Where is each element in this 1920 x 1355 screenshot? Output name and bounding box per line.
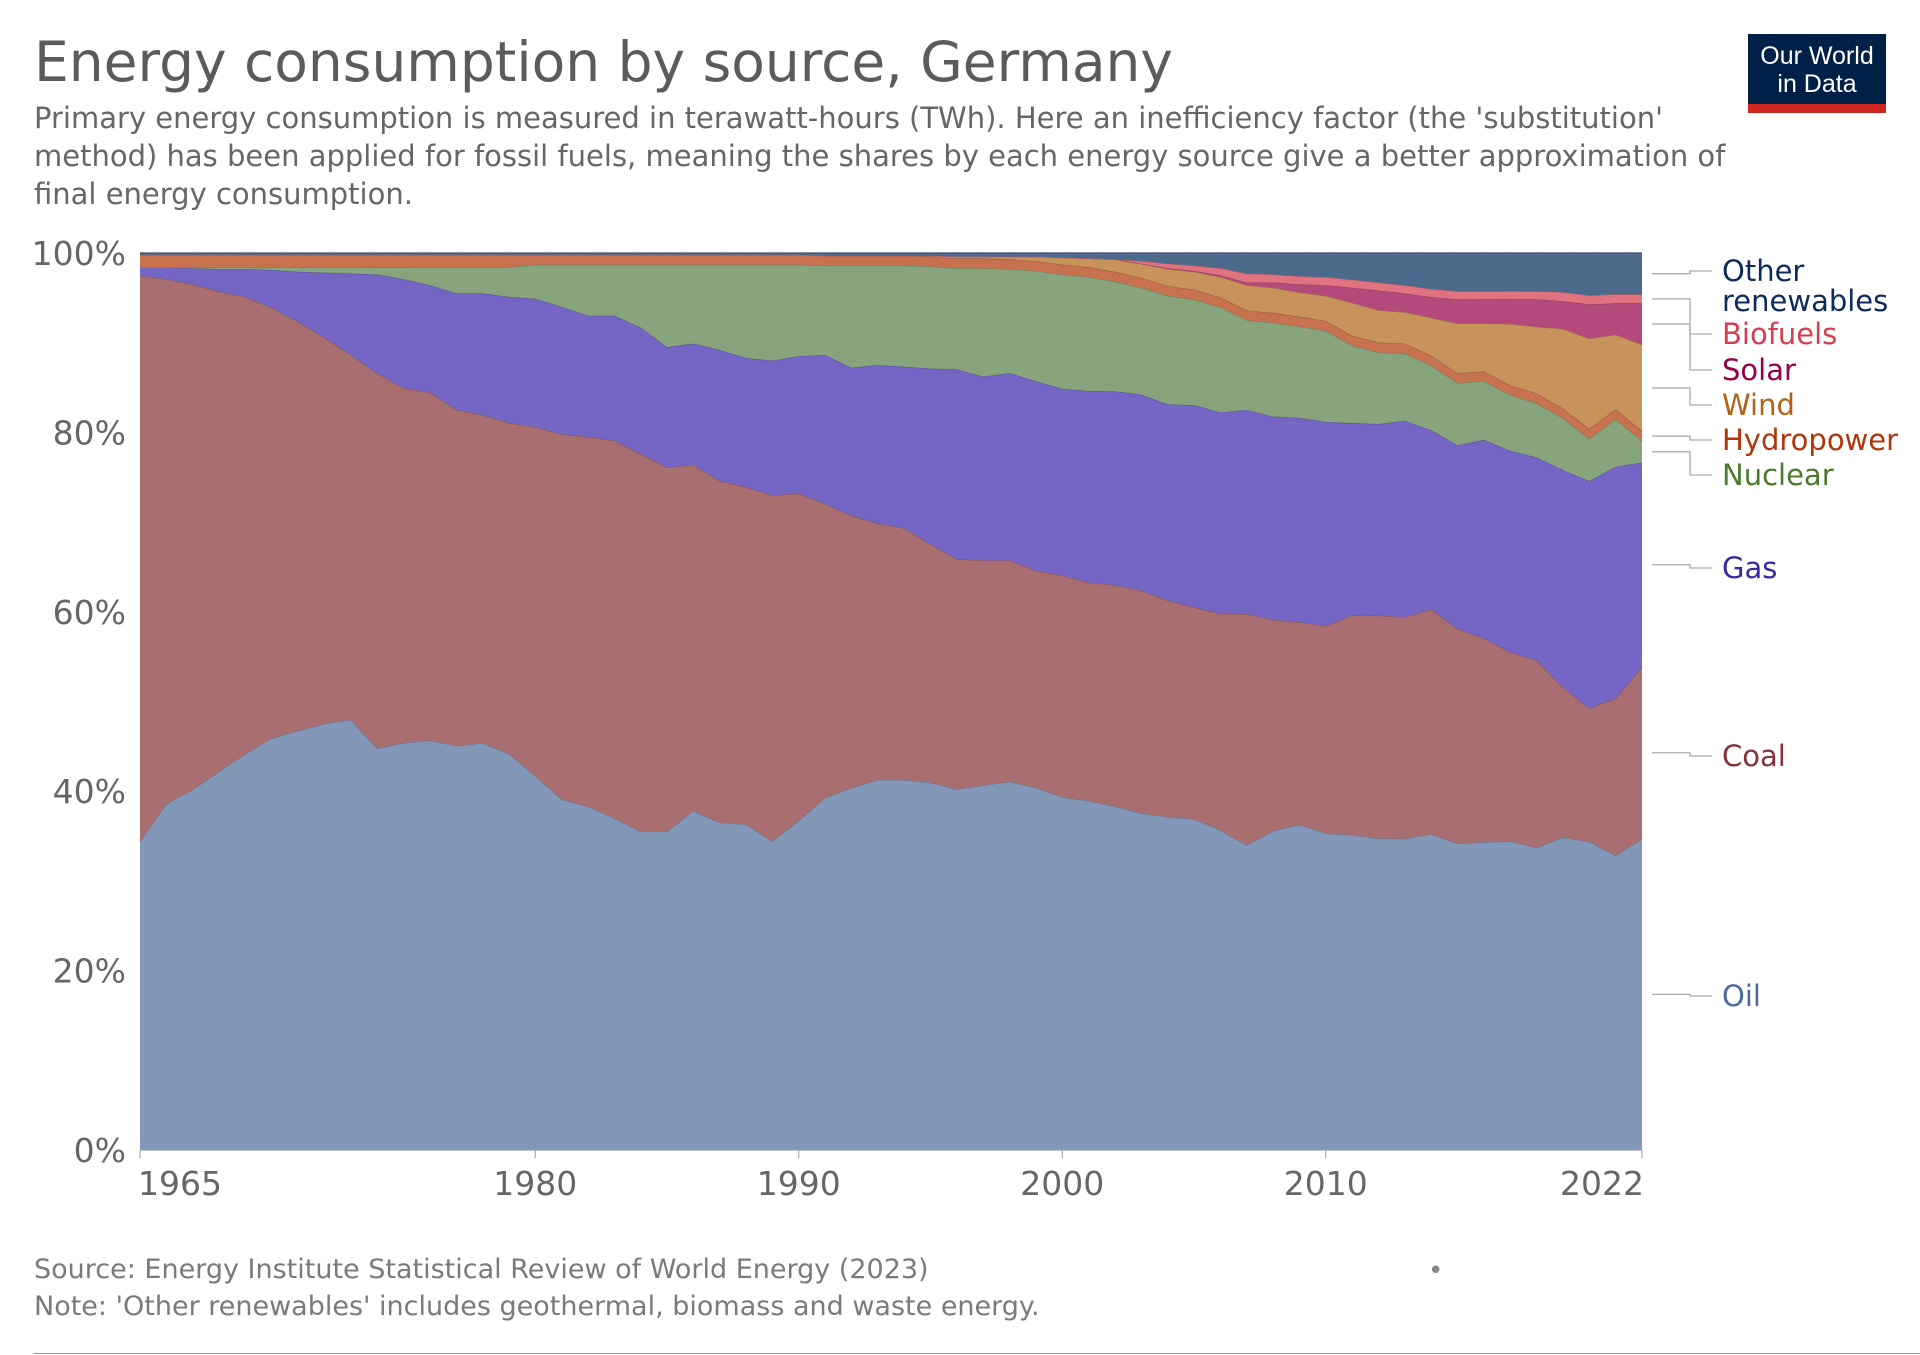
legend-label-coal: Coal xyxy=(1722,739,1786,773)
area-oil xyxy=(140,719,1642,1150)
legend-label-biofuels: Biofuels xyxy=(1722,317,1837,351)
area-coal xyxy=(140,275,1642,856)
our-world-in-data-logo[interactable]: Our World in Data xyxy=(1748,34,1886,113)
legend-connector-gas xyxy=(1652,564,1712,569)
line-coal xyxy=(139,274,1643,709)
x-tick-label: 1980 xyxy=(493,1164,577,1203)
x-tick-label: 2000 xyxy=(1020,1164,1104,1203)
y-axis-ticks: 0% 20% 40% 60% 80% 100% xyxy=(32,234,126,1170)
chart-title: Energy consumption by source, Germany xyxy=(34,30,1173,94)
legend-connector-hydropower xyxy=(1652,435,1712,441)
y-tick-label: 20% xyxy=(53,952,126,991)
chart-subtitle-line-2: method) has been applied for fossil fuel… xyxy=(34,139,1726,173)
legend-connector-wind xyxy=(1652,387,1712,406)
chart-subtitle-line-1: Primary energy consumption is measured i… xyxy=(34,101,1664,135)
source-note: Source: Energy Institute Statistical Rev… xyxy=(34,1254,929,1285)
area-solar xyxy=(140,254,1642,345)
y-tick-label: 100% xyxy=(32,234,126,273)
legend-label-other-renewables: renewables xyxy=(1722,284,1888,318)
legend-connector-coal xyxy=(1652,752,1712,757)
legend-connector-biofuels xyxy=(1652,298,1712,335)
area-series xyxy=(139,252,1643,1150)
footer-divider xyxy=(34,1353,1920,1354)
y-tick-label: 80% xyxy=(53,413,126,452)
x-tick-label: 2022 xyxy=(1560,1164,1644,1203)
y-tick-label: 40% xyxy=(53,772,126,811)
legend-connector-oil xyxy=(1652,993,1712,997)
logo-line-2: in Data xyxy=(1777,70,1857,98)
legend-label-oil: Oil xyxy=(1722,979,1761,1013)
legend-label-other-renewables: Other xyxy=(1722,254,1804,288)
legend-label-wind: Wind xyxy=(1722,388,1795,422)
x-tick-label: 1965 xyxy=(138,1164,222,1203)
area-other-renewables xyxy=(140,253,1642,296)
footnote: Note: 'Other renewables' includes geothe… xyxy=(34,1291,1040,1322)
legend-label-nuclear: Nuclear xyxy=(1722,458,1834,492)
legend-label-hydropower: Hydropower xyxy=(1722,423,1898,457)
area-wind xyxy=(140,254,1642,432)
legend-label-gas: Gas xyxy=(1722,551,1777,585)
bullet-dot: • xyxy=(1428,1256,1444,1286)
chart-subtitle-line-3: final energy consumption. xyxy=(34,177,413,211)
x-tick-label: 1990 xyxy=(757,1164,841,1203)
legend-connector-solar xyxy=(1652,323,1712,371)
legend-connector-nuclear xyxy=(1652,451,1712,476)
legend-connector-other-renewables xyxy=(1652,270,1712,275)
x-tick-label: 2010 xyxy=(1284,1164,1368,1203)
area-nuclear xyxy=(140,264,1642,482)
legend-label-solar: Solar xyxy=(1722,353,1796,387)
x-axis-ticks: 1965 1980 1990 2000 2010 2022 xyxy=(138,1149,1644,1203)
legend: Oil Coal Gas NuclearHydropowerWindSolarBiof… xyxy=(1652,254,1898,1013)
y-tick-label: 0% xyxy=(74,1131,126,1170)
area-biofuels xyxy=(140,254,1642,305)
logo-line-1: Our World xyxy=(1760,42,1874,70)
area-gas xyxy=(140,267,1642,709)
y-tick-label: 60% xyxy=(53,593,126,632)
